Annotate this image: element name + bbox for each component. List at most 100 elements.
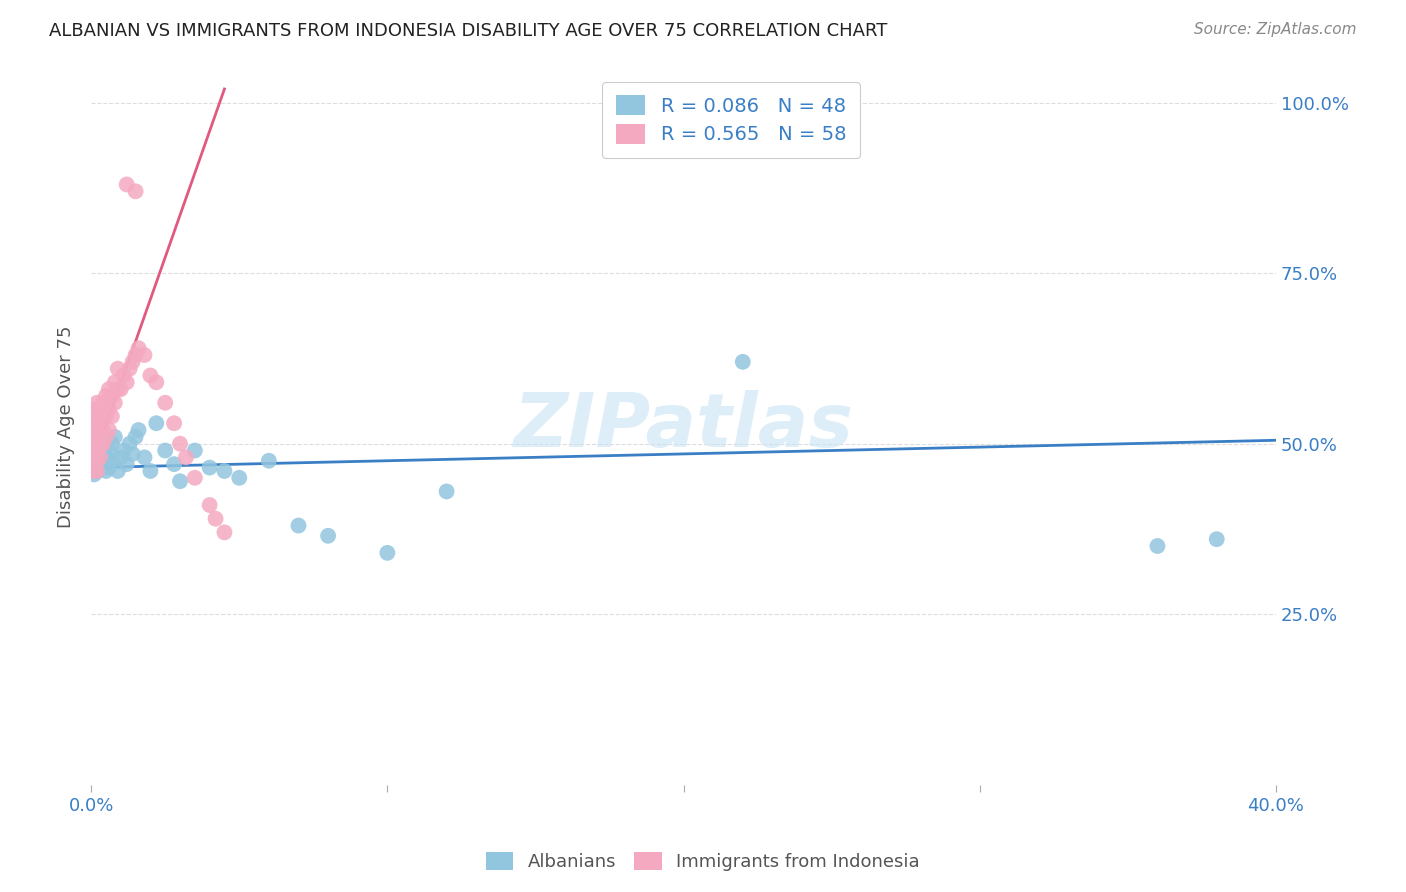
Legend: Albanians, Immigrants from Indonesia: Albanians, Immigrants from Indonesia — [479, 845, 927, 879]
Point — [110, 450, 132, 465]
Point — [89, 402, 111, 417]
Point — [145, 376, 167, 390]
Point — [83, 457, 105, 471]
Point — [97, 460, 120, 475]
Point — [115, 376, 138, 390]
Point — [214, 525, 236, 540]
Legend: R = 0.086   N = 48, R = 0.565   N = 58: R = 0.086 N = 48, R = 0.565 N = 58 — [602, 82, 859, 158]
Point — [91, 436, 114, 450]
Point — [86, 436, 108, 450]
Point — [94, 464, 117, 478]
Point — [124, 348, 146, 362]
Point — [1205, 532, 1227, 546]
Point — [83, 467, 105, 482]
Point — [184, 443, 207, 458]
Point — [86, 454, 108, 468]
Point — [89, 430, 111, 444]
Point — [83, 450, 105, 465]
Point — [731, 355, 754, 369]
Point — [86, 443, 108, 458]
Point — [184, 471, 207, 485]
Point — [89, 430, 111, 444]
Point — [257, 454, 280, 468]
Point — [204, 512, 226, 526]
Text: ALBANIAN VS IMMIGRANTS FROM INDONESIA DISABILITY AGE OVER 75 CORRELATION CHART: ALBANIAN VS IMMIGRANTS FROM INDONESIA DI… — [49, 22, 887, 40]
Point — [134, 348, 156, 362]
Point — [169, 474, 191, 488]
Point — [97, 382, 120, 396]
Point — [377, 546, 399, 560]
Point — [124, 184, 146, 198]
Y-axis label: Disability Age Over 75: Disability Age Over 75 — [58, 326, 75, 528]
Point — [169, 436, 191, 450]
Text: ZIPatlas: ZIPatlas — [513, 390, 853, 463]
Point — [86, 436, 108, 450]
Point — [94, 430, 117, 444]
Point — [101, 454, 124, 468]
Point — [83, 416, 105, 430]
Point — [83, 450, 105, 465]
Point — [83, 464, 105, 478]
Point — [83, 443, 105, 458]
Point — [101, 389, 124, 403]
Point — [101, 409, 124, 424]
Point — [112, 443, 135, 458]
Point — [101, 436, 124, 450]
Point — [97, 423, 120, 437]
Point — [83, 409, 105, 424]
Point — [139, 464, 162, 478]
Point — [214, 464, 236, 478]
Point — [134, 450, 156, 465]
Point — [83, 436, 105, 450]
Point — [153, 443, 176, 458]
Point — [139, 368, 162, 383]
Point — [94, 409, 117, 424]
Point — [89, 447, 111, 461]
Point — [163, 457, 186, 471]
Point — [118, 361, 141, 376]
Point — [287, 518, 309, 533]
Point — [128, 341, 150, 355]
Point — [436, 484, 458, 499]
Point — [94, 450, 117, 465]
Point — [174, 450, 197, 465]
Point — [86, 464, 108, 478]
Point — [89, 450, 111, 465]
Point — [83, 454, 105, 468]
Point — [121, 447, 143, 461]
Point — [1146, 539, 1168, 553]
Point — [86, 396, 108, 410]
Point — [94, 389, 117, 403]
Point — [110, 382, 132, 396]
Point — [163, 416, 186, 430]
Point — [89, 440, 111, 454]
Point — [198, 498, 221, 512]
Point — [97, 443, 120, 458]
Point — [86, 440, 108, 454]
Point — [128, 423, 150, 437]
Point — [97, 402, 120, 417]
Point — [121, 355, 143, 369]
Point — [112, 368, 135, 383]
Point — [107, 464, 129, 478]
Point — [104, 376, 127, 390]
Point — [83, 430, 105, 444]
Point — [83, 443, 105, 458]
Point — [91, 423, 114, 437]
Point — [104, 430, 127, 444]
Point — [86, 409, 108, 424]
Point — [91, 436, 114, 450]
Point — [115, 457, 138, 471]
Point — [89, 416, 111, 430]
Point — [86, 454, 108, 468]
Text: Source: ZipAtlas.com: Source: ZipAtlas.com — [1194, 22, 1357, 37]
Point — [83, 447, 105, 461]
Point — [107, 361, 129, 376]
Point — [228, 471, 250, 485]
Point — [153, 396, 176, 410]
Point — [89, 460, 111, 475]
Point — [94, 434, 117, 448]
Point — [124, 430, 146, 444]
Point — [83, 402, 105, 417]
Point — [107, 382, 129, 396]
